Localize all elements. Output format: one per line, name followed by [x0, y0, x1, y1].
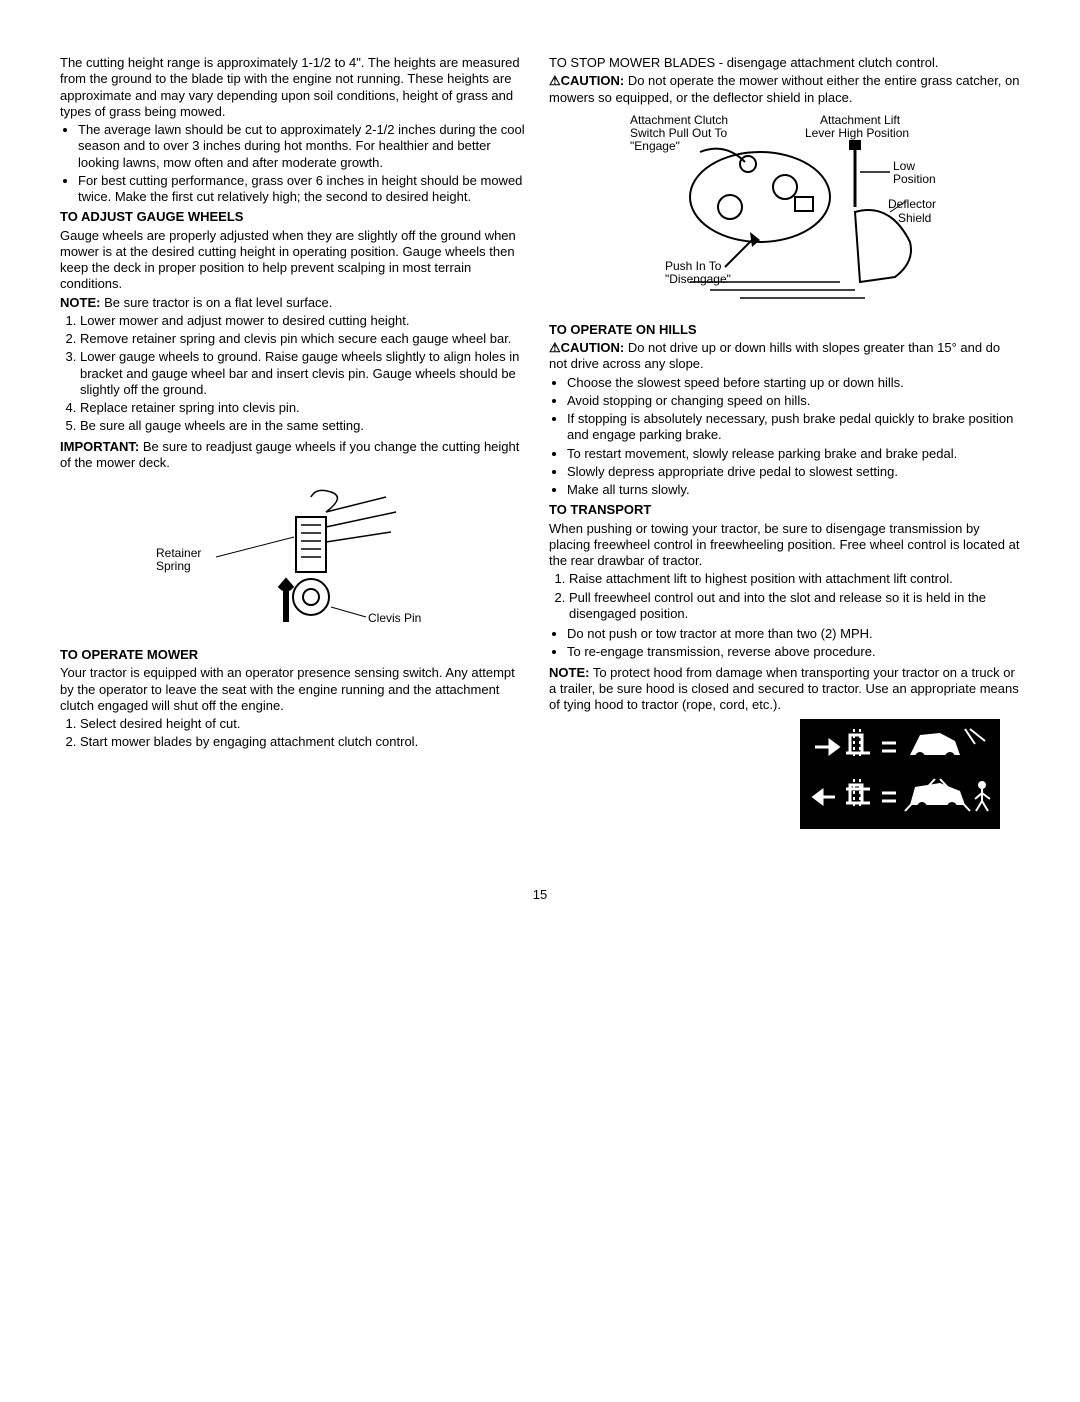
operate-steps: Select desired height of cut. Start mowe…: [60, 716, 531, 751]
clutch-label: Attachment Clutch: [630, 113, 728, 127]
transport-heading: TO TRANSPORT: [549, 502, 1020, 518]
low-label: Low: [893, 159, 915, 173]
transport-paragraph: When pushing or towing your tractor, be …: [549, 521, 1020, 570]
left-column: The cutting height range is approximatel…: [60, 55, 531, 839]
lift-label: Attachment Lift: [820, 113, 901, 127]
intro-bullet-1: The average lawn should be cut to approx…: [78, 122, 531, 171]
hills-b1: Choose the slowest speed before starting…: [567, 375, 1020, 391]
adjust-paragraph: Gauge wheels are properly adjusted when …: [60, 228, 531, 293]
adjust-step-3: Lower gauge wheels to ground. Raise gaug…: [80, 349, 531, 398]
caution-label-2: ⚠CAUTION:: [549, 340, 624, 355]
operate-step-2: Start mower blades by engaging attachmen…: [80, 734, 531, 750]
deflector-label: Deflector: [888, 197, 936, 211]
hills-heading: TO OPERATE ON HILLS: [549, 322, 1020, 338]
caution-mower: ⚠CAUTION: Do not operate the mower witho…: [549, 73, 1020, 106]
adjust-step-4: Replace retainer spring into clevis pin.: [80, 400, 531, 416]
transport-note-text: To protect hood from damage when transpo…: [549, 665, 1019, 713]
engage-label: "Engage": [630, 139, 680, 153]
stop-blades: TO STOP MOWER BLADES - disengage attachm…: [549, 55, 1020, 71]
adjust-important: IMPORTANT: Be sure to readjust gauge whe…: [60, 439, 531, 472]
retainer-label: Retainer: [156, 546, 201, 560]
operate-step-1: Select desired height of cut.: [80, 716, 531, 732]
caution-hills: ⚠CAUTION: Do not drive up or down hills …: [549, 340, 1020, 373]
transport-note: NOTE: To protect hood from damage when t…: [549, 665, 1020, 714]
transport-b1: Do not push or tow tractor at more than …: [567, 626, 1020, 642]
adjust-note: NOTE: Be sure tractor is on a flat level…: [60, 295, 531, 311]
adjust-heading: TO ADJUST GAUGE WHEELS: [60, 209, 531, 225]
hills-b6: Make all turns slowly.: [567, 482, 1020, 498]
page-body: The cutting height range is approximatel…: [0, 0, 1080, 879]
intro-bullet-2: For best cutting performance, grass over…: [78, 173, 531, 206]
hills-b2: Avoid stopping or changing speed on hill…: [567, 393, 1020, 409]
right-column: TO STOP MOWER BLADES - disengage attachm…: [549, 55, 1020, 839]
tie-down-diagram: [800, 719, 1000, 829]
intro-bullets: The average lawn should be cut to approx…: [60, 122, 531, 205]
adjust-step-5: Be sure all gauge wheels are in the same…: [80, 418, 531, 434]
transport-s1: Raise attachment lift to highest positio…: [569, 571, 1020, 587]
clevis-label: Clevis Pin: [368, 611, 421, 625]
lever-high-label: Lever High Position: [805, 126, 909, 140]
hills-b5: Slowly depress appropriate drive pedal t…: [567, 464, 1020, 480]
shield-label: Shield: [898, 211, 931, 225]
clutch-diagram: Attachment Clutch Switch Pull Out To "En…: [630, 112, 940, 312]
adjust-step-1: Lower mower and adjust mower to desired …: [80, 313, 531, 329]
transport-bullets: Do not push or tow tractor at more than …: [549, 626, 1020, 661]
position-label: Position: [893, 172, 936, 186]
hills-b3: If stopping is absolutely necessary, pus…: [567, 411, 1020, 444]
page-number: 15: [0, 887, 1080, 902]
disengage-label: "Disengage": [665, 272, 731, 286]
transport-note-label: NOTE:: [549, 665, 589, 680]
gauge-wheel-diagram: Retainer Spring Clevis Pin: [156, 477, 436, 637]
adjust-steps: Lower mower and adjust mower to desired …: [60, 313, 531, 435]
transport-b2: To re-engage transmission, reverse above…: [567, 644, 1020, 660]
hills-b4: To restart movement, slowly release park…: [567, 446, 1020, 462]
intro-paragraph: The cutting height range is approximatel…: [60, 55, 531, 120]
hills-bullets: Choose the slowest speed before starting…: [549, 375, 1020, 499]
push-in-label: Push In To: [665, 259, 722, 273]
switch-pull-label: Switch Pull Out To: [630, 126, 727, 140]
transport-steps: Raise attachment lift to highest positio…: [549, 571, 1020, 622]
caution-label-1: ⚠CAUTION:: [549, 73, 624, 88]
note-text: Be sure tractor is on a flat level surfa…: [104, 295, 332, 310]
operate-paragraph: Your tractor is equipped with an operato…: [60, 665, 531, 714]
note-label: NOTE:: [60, 295, 100, 310]
operate-heading: TO OPERATE MOWER: [60, 647, 531, 663]
adjust-step-2: Remove retainer spring and clevis pin wh…: [80, 331, 531, 347]
spring-label: Spring: [156, 559, 191, 573]
transport-s2: Pull freewheel control out and into the …: [569, 590, 1020, 623]
important-label: IMPORTANT:: [60, 439, 139, 454]
